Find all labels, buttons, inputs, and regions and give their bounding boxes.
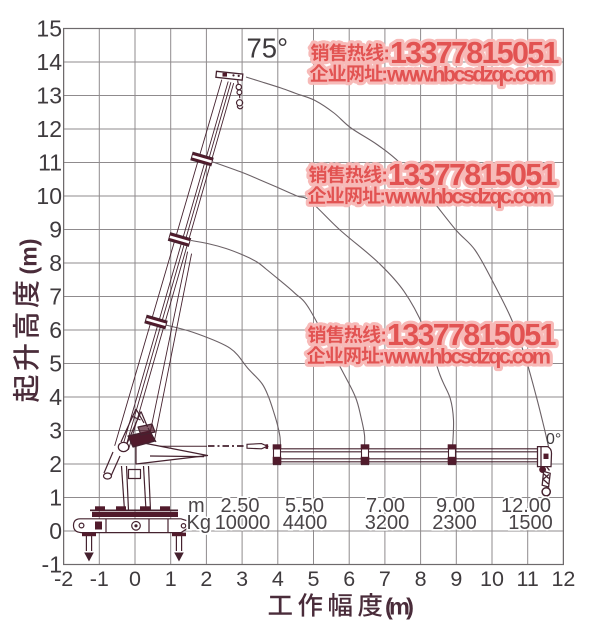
- svg-text:2: 2: [49, 451, 62, 477]
- svg-text:m: m: [188, 495, 205, 517]
- svg-text:5: 5: [308, 567, 320, 591]
- svg-text:4: 4: [272, 567, 284, 591]
- svg-text:15: 15: [36, 16, 62, 42]
- svg-text:Kg: Kg: [187, 512, 211, 534]
- svg-text:2300: 2300: [432, 512, 477, 534]
- svg-text:3: 3: [49, 418, 62, 444]
- svg-text:1500: 1500: [508, 512, 553, 534]
- svg-text:13: 13: [36, 83, 62, 109]
- svg-text:7.00: 7.00: [366, 495, 405, 517]
- svg-text:1: 1: [49, 485, 62, 511]
- svg-text:5: 5: [49, 351, 62, 377]
- svg-text:7: 7: [49, 284, 62, 310]
- svg-text:10: 10: [480, 567, 504, 591]
- svg-text:6: 6: [49, 317, 62, 343]
- svg-text:0: 0: [49, 518, 62, 544]
- svg-text:4: 4: [49, 384, 62, 410]
- svg-text:4400: 4400: [283, 512, 328, 534]
- svg-text:9: 9: [450, 567, 462, 591]
- svg-text:-1: -1: [90, 567, 109, 591]
- svg-text:8: 8: [415, 567, 427, 591]
- svg-text:1: 1: [165, 567, 177, 591]
- svg-text:-1: -1: [42, 552, 62, 578]
- svg-text:0: 0: [129, 567, 141, 591]
- svg-text:(m): (m): [16, 239, 42, 275]
- svg-text:7: 7: [379, 567, 391, 591]
- svg-text:8: 8: [49, 250, 62, 276]
- svg-text:2: 2: [200, 567, 212, 591]
- svg-text:(m): (m): [385, 594, 414, 620]
- svg-text:2.50: 2.50: [221, 495, 260, 517]
- svg-text:14: 14: [36, 49, 62, 75]
- svg-text:11: 11: [38, 150, 62, 176]
- svg-text:6: 6: [343, 567, 355, 591]
- svg-text:10: 10: [36, 183, 62, 209]
- svg-text:9.00: 9.00: [436, 495, 475, 517]
- svg-text:-2: -2: [54, 567, 73, 591]
- svg-text:0°: 0°: [546, 431, 561, 448]
- svg-text:3200: 3200: [365, 512, 410, 534]
- svg-text:9: 9: [49, 217, 62, 243]
- svg-text:12.00: 12.00: [501, 495, 551, 517]
- svg-text:75°: 75°: [247, 33, 289, 64]
- svg-text:5.50: 5.50: [285, 495, 324, 517]
- svg-text:10000: 10000: [215, 512, 271, 534]
- svg-text:11: 11: [517, 567, 539, 591]
- svg-text:12: 12: [551, 567, 575, 591]
- svg-text:3: 3: [236, 567, 248, 591]
- svg-text:12: 12: [36, 116, 62, 142]
